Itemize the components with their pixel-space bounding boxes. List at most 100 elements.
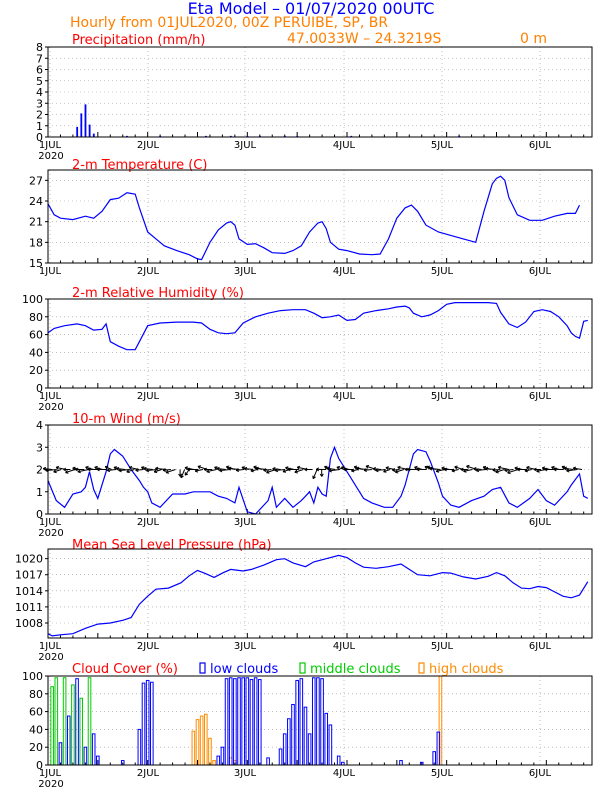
y-tick-label: 1 bbox=[36, 486, 43, 499]
wind-arrow-head bbox=[146, 468, 150, 473]
wind-arrow bbox=[154, 469, 162, 473]
wind-arrow bbox=[504, 469, 514, 471]
wind-arrow-head bbox=[266, 469, 270, 474]
x-tick-label: 6JUL bbox=[529, 266, 552, 277]
wind-arrow-head bbox=[194, 468, 199, 473]
legend-label: low clouds bbox=[210, 662, 279, 677]
y-tick-label: 24 bbox=[29, 195, 43, 208]
x-tick-label: 5JUL bbox=[431, 641, 454, 652]
wind-arrow-head bbox=[482, 465, 487, 470]
precip-bar bbox=[296, 135, 299, 137]
low-cloud-bar bbox=[299, 678, 304, 766]
wind-arrow bbox=[180, 469, 186, 478]
wind-arrow-head bbox=[65, 469, 69, 474]
x-year-label: 2020 bbox=[38, 652, 63, 663]
wind-arrow-head bbox=[235, 468, 240, 473]
y-tick-label: 15 bbox=[29, 257, 43, 270]
y-tick-label: 0 bbox=[36, 382, 43, 395]
wind-arrow-head bbox=[441, 466, 445, 471]
wind-arrow-head bbox=[184, 466, 188, 471]
wind-arrow bbox=[351, 469, 359, 472]
low-cloud-bar bbox=[320, 678, 324, 766]
low-cloud-bar bbox=[83, 746, 88, 766]
wind-arrow-head bbox=[451, 468, 455, 473]
wind-arrow bbox=[53, 469, 62, 473]
main-title: Eta Model – 01/07/2020 00UTC bbox=[188, 0, 435, 18]
middle-cloud-bar bbox=[62, 677, 67, 766]
low-cloud-bar bbox=[241, 677, 245, 766]
y-tick-label: 80 bbox=[29, 688, 43, 701]
temperature-line bbox=[47, 175, 581, 261]
wind-arrow-head bbox=[514, 466, 518, 471]
x-tick-label: 5JUL bbox=[431, 266, 454, 277]
wind-arrow-head bbox=[397, 465, 401, 470]
wind-arrow-head bbox=[63, 467, 67, 472]
x-tick-label: 3JUL bbox=[234, 391, 257, 402]
wind-arrow-head bbox=[53, 469, 57, 474]
x-tick-label: 3JUL bbox=[234, 641, 257, 652]
wind-arrow-head bbox=[77, 469, 81, 474]
wind-arrow-head bbox=[304, 467, 308, 472]
precipitation-frame bbox=[47, 46, 593, 138]
wind-arrow-head bbox=[563, 466, 567, 471]
y-tick-label: 20 bbox=[29, 741, 43, 754]
wind-arrow-head bbox=[274, 468, 279, 473]
subtitle: Hourly from 01JUL2020, 00Z PERUIBE, SP, … bbox=[70, 15, 388, 31]
wind-arrow bbox=[275, 469, 286, 472]
pressure-line bbox=[47, 554, 589, 637]
wind-arrow bbox=[107, 469, 117, 471]
x-tick-label: 1JUL bbox=[39, 768, 62, 779]
wind-arrow-head bbox=[187, 467, 191, 472]
wind-arrow-head bbox=[341, 465, 345, 470]
wind-arrow-head bbox=[435, 468, 440, 473]
wind-arrow bbox=[77, 469, 89, 473]
wind-arrow-head bbox=[356, 466, 360, 471]
wind-arrow-head bbox=[118, 468, 122, 473]
low-cloud-bar bbox=[224, 678, 229, 766]
y-tick-label: 1014 bbox=[15, 585, 43, 598]
wind-arrow-head bbox=[263, 468, 267, 473]
high-cloud-bar bbox=[191, 730, 196, 766]
y-tick-label: 40 bbox=[29, 723, 43, 736]
x-tick-label: 1JUL bbox=[39, 266, 62, 277]
wind-arrow-head bbox=[443, 467, 447, 472]
high-cloud-bar bbox=[212, 760, 216, 766]
legend-label: middle clouds bbox=[310, 662, 401, 677]
pressure-title: Mean Sea Level Pressure (hPa) bbox=[72, 538, 272, 553]
wind-arrow-head bbox=[94, 465, 98, 470]
x-tick-label: 4JUL bbox=[333, 517, 356, 528]
humidity-panel: 2-m Relative Humidity (%) 0 20 40 60 80 100 1JU… bbox=[22, 286, 593, 413]
low-cloud-bar bbox=[150, 681, 154, 766]
elevation: 0 m bbox=[520, 31, 547, 47]
wind-arrow-head bbox=[328, 468, 333, 473]
y-tick-label: 20 bbox=[29, 364, 43, 377]
wind-arrow bbox=[363, 469, 372, 471]
x-tick-label: 1JUL bbox=[39, 517, 62, 528]
wind-arrow bbox=[135, 469, 144, 471]
wind-arrow bbox=[383, 469, 391, 473]
wind-arrow-head bbox=[296, 465, 301, 470]
wind-arrow-head bbox=[180, 474, 184, 479]
middle-cloud-bar bbox=[50, 686, 54, 766]
wind-arrow-head bbox=[85, 465, 89, 470]
precip-bar bbox=[80, 113, 83, 137]
x-tick-label: 3JUL bbox=[234, 266, 257, 277]
y-tick-label: 4 bbox=[36, 86, 43, 99]
wind-arrow-head bbox=[72, 466, 76, 471]
y-tick-label: 6 bbox=[36, 64, 43, 77]
x-tick-label: 2JUL bbox=[137, 517, 160, 528]
wind-arrow bbox=[524, 469, 532, 472]
wind-arrow-head bbox=[287, 467, 291, 472]
x-tick-label: 2JUL bbox=[137, 391, 160, 402]
wind-arrow bbox=[219, 469, 231, 472]
wind-arrow-head bbox=[255, 466, 259, 471]
wind-arrow-head bbox=[319, 473, 324, 477]
wind-arrow-head bbox=[113, 466, 118, 470]
wind-title: 10-m Wind (m/s) bbox=[72, 412, 181, 427]
wind-arrow bbox=[250, 469, 258, 472]
wind-arrow-head bbox=[165, 469, 170, 474]
wind-arrow-head bbox=[414, 465, 418, 470]
low-cloud-bar bbox=[328, 724, 333, 766]
wind-arrow bbox=[104, 466, 112, 470]
